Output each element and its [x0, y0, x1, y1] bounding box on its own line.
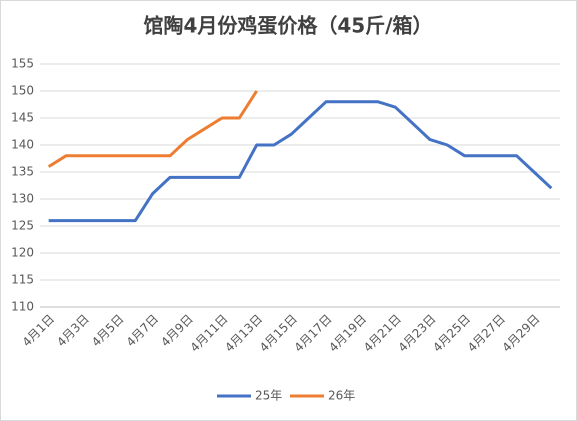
series-line — [47, 90, 258, 168]
y-tick-label: 115 — [11, 273, 34, 287]
y-tick-label: 145 — [11, 111, 34, 125]
y-tick-label: 140 — [11, 138, 34, 152]
series-line — [48, 100, 553, 223]
y-tick-label: 120 — [11, 246, 34, 260]
legend-label: 25年 — [255, 389, 282, 403]
y-tick-label: 155 — [11, 57, 34, 71]
y-tick-label: 130 — [11, 192, 34, 206]
y-tick-label: 110 — [11, 300, 34, 314]
y-tick-label: 125 — [11, 219, 34, 233]
chart-title: 馆陶4月份鸡蛋价格（45斤/箱） — [143, 14, 432, 38]
y-tick-label: 150 — [11, 84, 34, 98]
legend-label: 26年 — [328, 389, 355, 403]
y-tick-label: 135 — [11, 165, 34, 179]
